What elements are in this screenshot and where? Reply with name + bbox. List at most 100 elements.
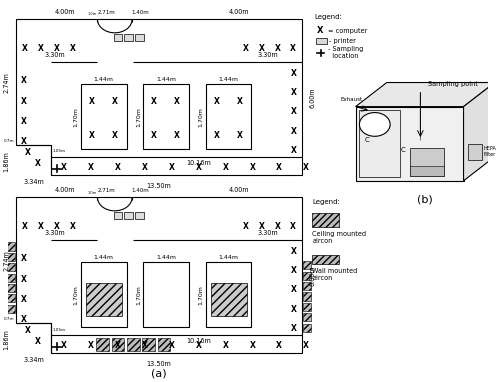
Bar bbox=[127, 338, 140, 351]
Text: X: X bbox=[70, 222, 75, 230]
Bar bbox=[135, 34, 143, 41]
Bar bbox=[124, 212, 133, 219]
Bar bbox=[158, 338, 170, 351]
Polygon shape bbox=[356, 83, 494, 107]
Text: X: X bbox=[222, 163, 228, 172]
Text: 0.7m: 0.7m bbox=[4, 317, 15, 321]
Text: X: X bbox=[196, 163, 202, 172]
Text: 13.50m: 13.50m bbox=[146, 361, 172, 367]
Text: 1.70m: 1.70m bbox=[136, 285, 141, 305]
Text: X: X bbox=[291, 304, 297, 314]
Bar bbox=[81, 84, 126, 149]
Text: X: X bbox=[318, 26, 324, 35]
Text: X: X bbox=[21, 316, 27, 324]
Bar bbox=[303, 324, 312, 332]
Text: X: X bbox=[290, 44, 296, 52]
Text: 6.00m: 6.00m bbox=[309, 265, 315, 286]
Bar bbox=[6, 294, 16, 303]
Text: X: X bbox=[142, 163, 148, 172]
Text: X: X bbox=[38, 222, 44, 230]
Text: 1.70m: 1.70m bbox=[136, 107, 141, 127]
Text: X: X bbox=[291, 324, 297, 333]
Text: X: X bbox=[112, 97, 117, 105]
Text: X: X bbox=[62, 341, 67, 350]
Text: - Sampling
  location: - Sampling location bbox=[328, 46, 364, 59]
Text: 1.70m: 1.70m bbox=[198, 107, 203, 127]
Text: X: X bbox=[169, 341, 174, 350]
Text: X: X bbox=[303, 341, 309, 350]
Text: Wall mounted
aircon: Wall mounted aircon bbox=[312, 268, 358, 281]
Polygon shape bbox=[16, 197, 302, 353]
Text: 2.71m: 2.71m bbox=[98, 188, 115, 193]
Text: 1.44m: 1.44m bbox=[218, 77, 238, 82]
Bar bbox=[206, 262, 252, 327]
Bar bbox=[316, 38, 327, 44]
Text: X: X bbox=[21, 295, 27, 304]
Text: 3.30m: 3.30m bbox=[44, 52, 65, 58]
Text: 1.86m: 1.86m bbox=[3, 151, 9, 172]
Text: 10.16m: 10.16m bbox=[186, 160, 212, 167]
Text: X: X bbox=[88, 163, 94, 172]
Text: X: X bbox=[291, 247, 297, 256]
Text: X: X bbox=[274, 222, 280, 230]
Text: X: X bbox=[291, 126, 297, 136]
Text: 2.71m: 2.71m bbox=[98, 10, 115, 15]
Text: X: X bbox=[21, 117, 27, 126]
Text: X: X bbox=[26, 148, 31, 157]
Text: 1.05m: 1.05m bbox=[52, 149, 66, 154]
Text: Sampling point: Sampling point bbox=[428, 81, 478, 87]
Bar bbox=[6, 253, 16, 261]
Text: X: X bbox=[291, 69, 297, 78]
Bar bbox=[303, 282, 312, 290]
Text: X: X bbox=[88, 341, 94, 350]
Polygon shape bbox=[16, 19, 302, 175]
Text: 1.40m: 1.40m bbox=[131, 10, 148, 15]
Bar bbox=[96, 338, 109, 351]
Bar bbox=[206, 84, 252, 149]
Bar bbox=[410, 167, 444, 176]
Text: 4.00m: 4.00m bbox=[228, 9, 250, 15]
Text: 10.16m: 10.16m bbox=[186, 338, 212, 345]
Text: X: X bbox=[174, 97, 180, 105]
Text: 3.30m: 3.30m bbox=[258, 52, 278, 58]
Text: = computer: = computer bbox=[328, 28, 368, 34]
Text: (b): (b) bbox=[418, 195, 433, 205]
Text: 3.30m: 3.30m bbox=[258, 230, 278, 236]
Text: X: X bbox=[112, 131, 117, 140]
Bar bbox=[303, 292, 312, 301]
Bar bbox=[144, 262, 189, 327]
Text: X: X bbox=[276, 163, 282, 172]
Bar bbox=[112, 338, 124, 351]
Text: X: X bbox=[21, 254, 27, 263]
Text: 1.0m: 1.0m bbox=[88, 191, 97, 194]
Text: 3.30m: 3.30m bbox=[44, 230, 65, 236]
Text: 6.00m: 6.00m bbox=[309, 87, 315, 108]
Bar bbox=[114, 34, 122, 41]
Text: X: X bbox=[115, 163, 121, 172]
Text: X: X bbox=[151, 131, 157, 140]
Text: 4.00m: 4.00m bbox=[228, 187, 250, 193]
Text: X: X bbox=[236, 97, 242, 105]
Text: X: X bbox=[21, 138, 27, 146]
Text: X: X bbox=[174, 131, 180, 140]
Bar bbox=[210, 283, 246, 316]
Text: Ceiling mounted
aircon: Ceiling mounted aircon bbox=[312, 231, 366, 244]
Text: X: X bbox=[88, 97, 94, 105]
Text: 4.00m: 4.00m bbox=[54, 9, 75, 15]
Bar bbox=[303, 313, 312, 321]
Text: X: X bbox=[22, 44, 28, 52]
Text: X: X bbox=[196, 341, 202, 350]
Text: 1.70m: 1.70m bbox=[198, 285, 203, 305]
Text: 1.70m: 1.70m bbox=[74, 285, 78, 305]
Text: 1.0m: 1.0m bbox=[88, 13, 97, 16]
Text: X: X bbox=[274, 44, 280, 52]
Text: X: X bbox=[222, 341, 228, 350]
Text: X: X bbox=[21, 275, 27, 283]
Text: 1.44m: 1.44m bbox=[156, 77, 176, 82]
Text: X: X bbox=[54, 222, 60, 230]
Bar bbox=[114, 212, 122, 219]
Text: X: X bbox=[242, 222, 248, 230]
Text: X: X bbox=[70, 44, 75, 52]
Text: X: X bbox=[290, 222, 296, 230]
Polygon shape bbox=[356, 107, 464, 181]
